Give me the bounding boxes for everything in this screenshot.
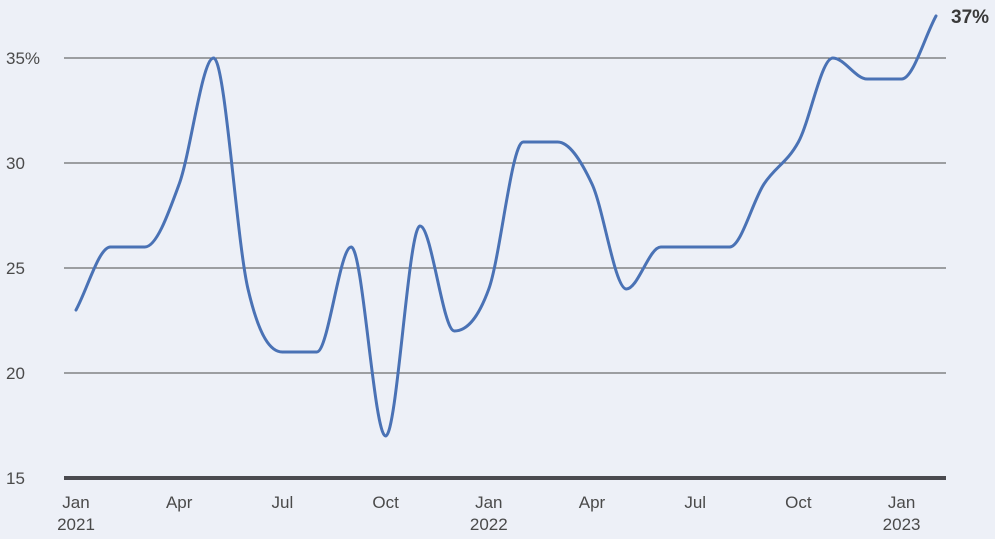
end-value-label: 37% (951, 7, 989, 28)
data-point-2022-12 (865, 77, 869, 81)
data-point-2021-09 (349, 245, 353, 249)
data-point-2022-06 (659, 245, 663, 249)
data-point-2022-11 (831, 56, 835, 60)
x-tick-year-2021-01: 2021 (57, 515, 95, 534)
x-tick-label-2021-04: Apr (166, 493, 193, 512)
data-point-2022-07 (693, 245, 697, 249)
series-layer (74, 14, 938, 438)
y-tick-label-35: 35% (6, 49, 40, 68)
data-point-2022-03 (556, 140, 560, 144)
data-point-2021-08 (315, 350, 319, 354)
x-tick-label-2022-10: Oct (785, 493, 812, 512)
data-point-2021-02 (108, 245, 112, 249)
data-point-2022-02 (521, 140, 525, 144)
x-tick-label-2023-01: Jan (888, 493, 915, 512)
data-point-2021-12 (452, 329, 456, 333)
data-point-2021-05 (212, 56, 216, 60)
data-point-2021-07 (280, 350, 284, 354)
data-point-2021-04 (177, 182, 181, 186)
x-tick-label-2022-07: Jul (684, 493, 706, 512)
data-point-2021-01 (74, 308, 78, 312)
data-point-2021-06 (246, 287, 250, 291)
grid-layer (64, 57, 946, 480)
data-point-2022-09 (762, 182, 766, 186)
y-tick-label-20: 20 (6, 364, 25, 383)
data-point-2022-05 (624, 287, 628, 291)
data-point-2021-11 (418, 224, 422, 228)
x-tick-year-2023-01: 2023 (883, 515, 921, 534)
data-point-2023-02 (934, 14, 938, 18)
label-layer: 37% (951, 7, 989, 28)
data-point-2022-10 (796, 140, 800, 144)
y-tick-label-15: 15 (6, 469, 25, 488)
data-point-2022-08 (728, 245, 732, 249)
tick-layer: 15 20 25 30 35% Jan 2021 Apr Jul Oct Jan 2022 Apr Jul… (6, 49, 921, 534)
data-point-2022-04 (590, 182, 594, 186)
x-tick-label-2021-07: Jul (272, 493, 294, 512)
data-point-2021-10 (384, 434, 388, 438)
y-tick-label-25: 25 (6, 259, 25, 278)
data-point-2021-03 (143, 245, 147, 249)
x-tick-label-2022-01: Jan (475, 493, 502, 512)
data-point-2022-01 (487, 287, 491, 291)
x-tick-year-2022-01: 2022 (470, 515, 508, 534)
y-tick-label-30: 30 (6, 154, 25, 173)
data-point-2023-01 (900, 77, 904, 81)
series-line-0 (74, 14, 938, 438)
x-tick-label-2021-01: Jan (62, 493, 89, 512)
x-tick-label-2021-10: Oct (372, 493, 399, 512)
x-tick-label-2022-04: Apr (579, 493, 606, 512)
